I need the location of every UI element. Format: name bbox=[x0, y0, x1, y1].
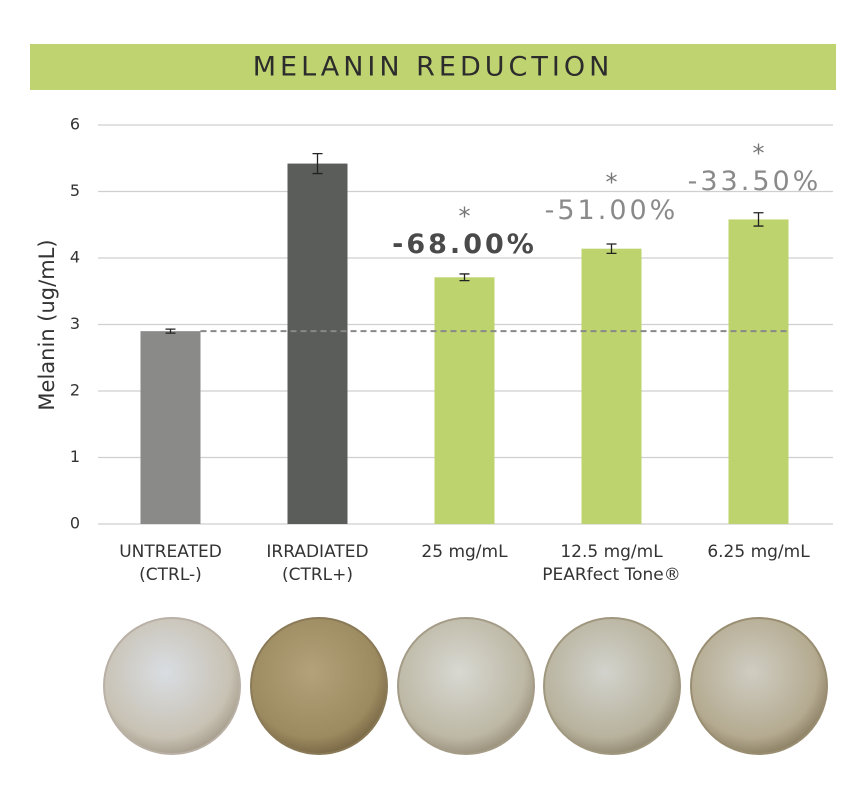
y-axis-label: Melanin (ug/mL) bbox=[35, 239, 59, 410]
dish bbox=[103, 617, 241, 755]
y-tick-label: 1 bbox=[70, 447, 80, 466]
error-bar bbox=[459, 273, 470, 282]
dish bbox=[690, 617, 828, 755]
y-tick-label: 0 bbox=[70, 514, 80, 533]
annotation: -51.00% bbox=[545, 195, 679, 226]
x-tick-label: 25 mg/mL bbox=[421, 542, 508, 562]
bar bbox=[140, 331, 201, 524]
error-bar bbox=[312, 152, 323, 175]
dish bbox=[543, 617, 681, 755]
annotation: -68.00% bbox=[392, 229, 537, 260]
error-bar bbox=[606, 243, 617, 254]
x-tick-label: IRRADIATED (CTRL+) bbox=[266, 542, 369, 585]
y-tick-label: 4 bbox=[70, 248, 80, 267]
bar bbox=[287, 163, 348, 524]
chart-title: MELANIN REDUCTION bbox=[253, 52, 614, 83]
x-tick-label: 6.25 mg/mL bbox=[707, 542, 810, 562]
bar bbox=[434, 277, 495, 524]
significance-mark: * bbox=[753, 139, 765, 167]
dishes bbox=[103, 617, 828, 755]
y-tick-label: 5 bbox=[70, 181, 80, 200]
dish bbox=[397, 617, 535, 755]
y-tick-label: 6 bbox=[70, 115, 80, 134]
dish bbox=[250, 617, 388, 755]
x-tick-label: 12.5 mg/mL bbox=[560, 542, 663, 562]
y-tick-label: 2 bbox=[70, 381, 80, 400]
annotation: -33.50% bbox=[688, 166, 822, 197]
group-label: PEARfect Tone® bbox=[542, 565, 681, 585]
bar bbox=[581, 248, 642, 524]
bar bbox=[728, 219, 789, 524]
x-tick-label: UNTREATED (CTRL-) bbox=[119, 542, 222, 585]
title-banner bbox=[30, 44, 836, 90]
error-bar bbox=[165, 328, 176, 334]
error-bar bbox=[753, 212, 764, 227]
significance-mark: * bbox=[606, 169, 618, 197]
y-tick-label: 3 bbox=[70, 314, 80, 333]
significance-mark: * bbox=[459, 202, 471, 230]
